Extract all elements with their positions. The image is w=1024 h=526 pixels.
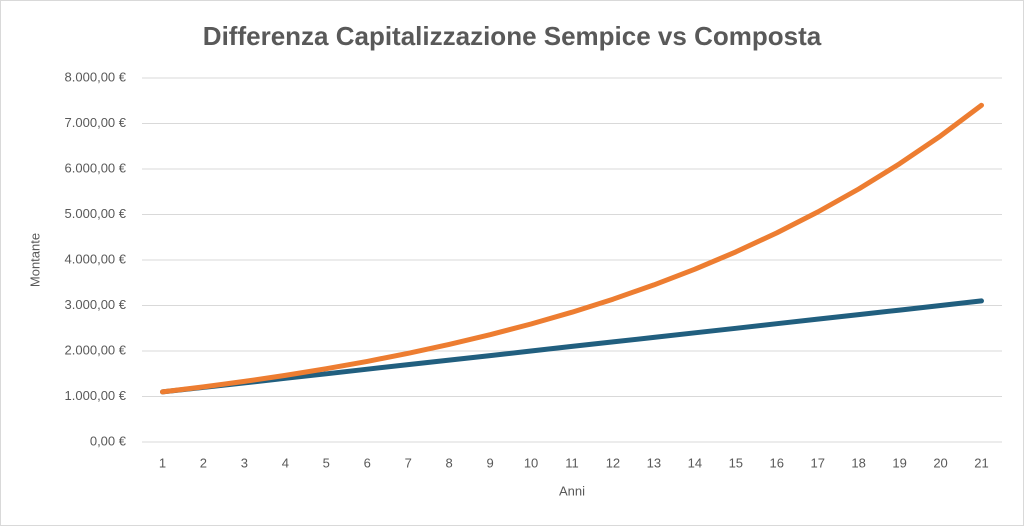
x-tick-label: 14: [688, 455, 702, 470]
y-axis-label: Montante: [27, 233, 42, 287]
y-tick-label: 2.000,00 €: [65, 342, 127, 357]
x-tick-label: 4: [282, 455, 289, 470]
x-tick-label: 16: [770, 455, 784, 470]
x-tick-label: 3: [241, 455, 248, 470]
x-tick-label: 8: [446, 455, 453, 470]
x-tick-label: 19: [892, 455, 906, 470]
x-tick-label: 10: [524, 455, 538, 470]
y-tick-label: 1.000,00 €: [65, 388, 127, 403]
y-tick-label: 0,00 €: [90, 433, 127, 448]
series-line: [160, 102, 984, 395]
x-tick-label: 7: [405, 455, 412, 470]
y-tick-label: 5.000,00 €: [65, 206, 127, 221]
x-tick-label: 6: [364, 455, 371, 470]
x-tick-label: 18: [851, 455, 865, 470]
series-line: [160, 298, 984, 395]
y-tick-label: 6.000,00 €: [65, 160, 127, 175]
x-tick-label: 2: [200, 455, 207, 470]
x-tick-label: 15: [729, 455, 743, 470]
x-tick-label: 9: [486, 455, 493, 470]
y-tick-label: 8.000,00 €: [65, 69, 127, 84]
y-tick-label: 4.000,00 €: [65, 251, 127, 266]
x-tick-label: 5: [323, 455, 330, 470]
x-tick-label: 11: [565, 455, 579, 470]
x-tick-label: 21: [974, 455, 988, 470]
x-tick-label: 20: [933, 455, 947, 470]
y-tick-label: 7.000,00 €: [65, 115, 127, 130]
chart-title: Differenza Capitalizzazione Sempice vs C…: [203, 21, 822, 51]
x-tick-label: 13: [647, 455, 661, 470]
x-tick-label: 12: [606, 455, 620, 470]
y-tick-label: 3.000,00 €: [65, 297, 127, 312]
x-tick-label: 17: [810, 455, 824, 470]
x-tick-label: 1: [159, 455, 166, 470]
x-axis-label: Anni: [559, 483, 585, 498]
